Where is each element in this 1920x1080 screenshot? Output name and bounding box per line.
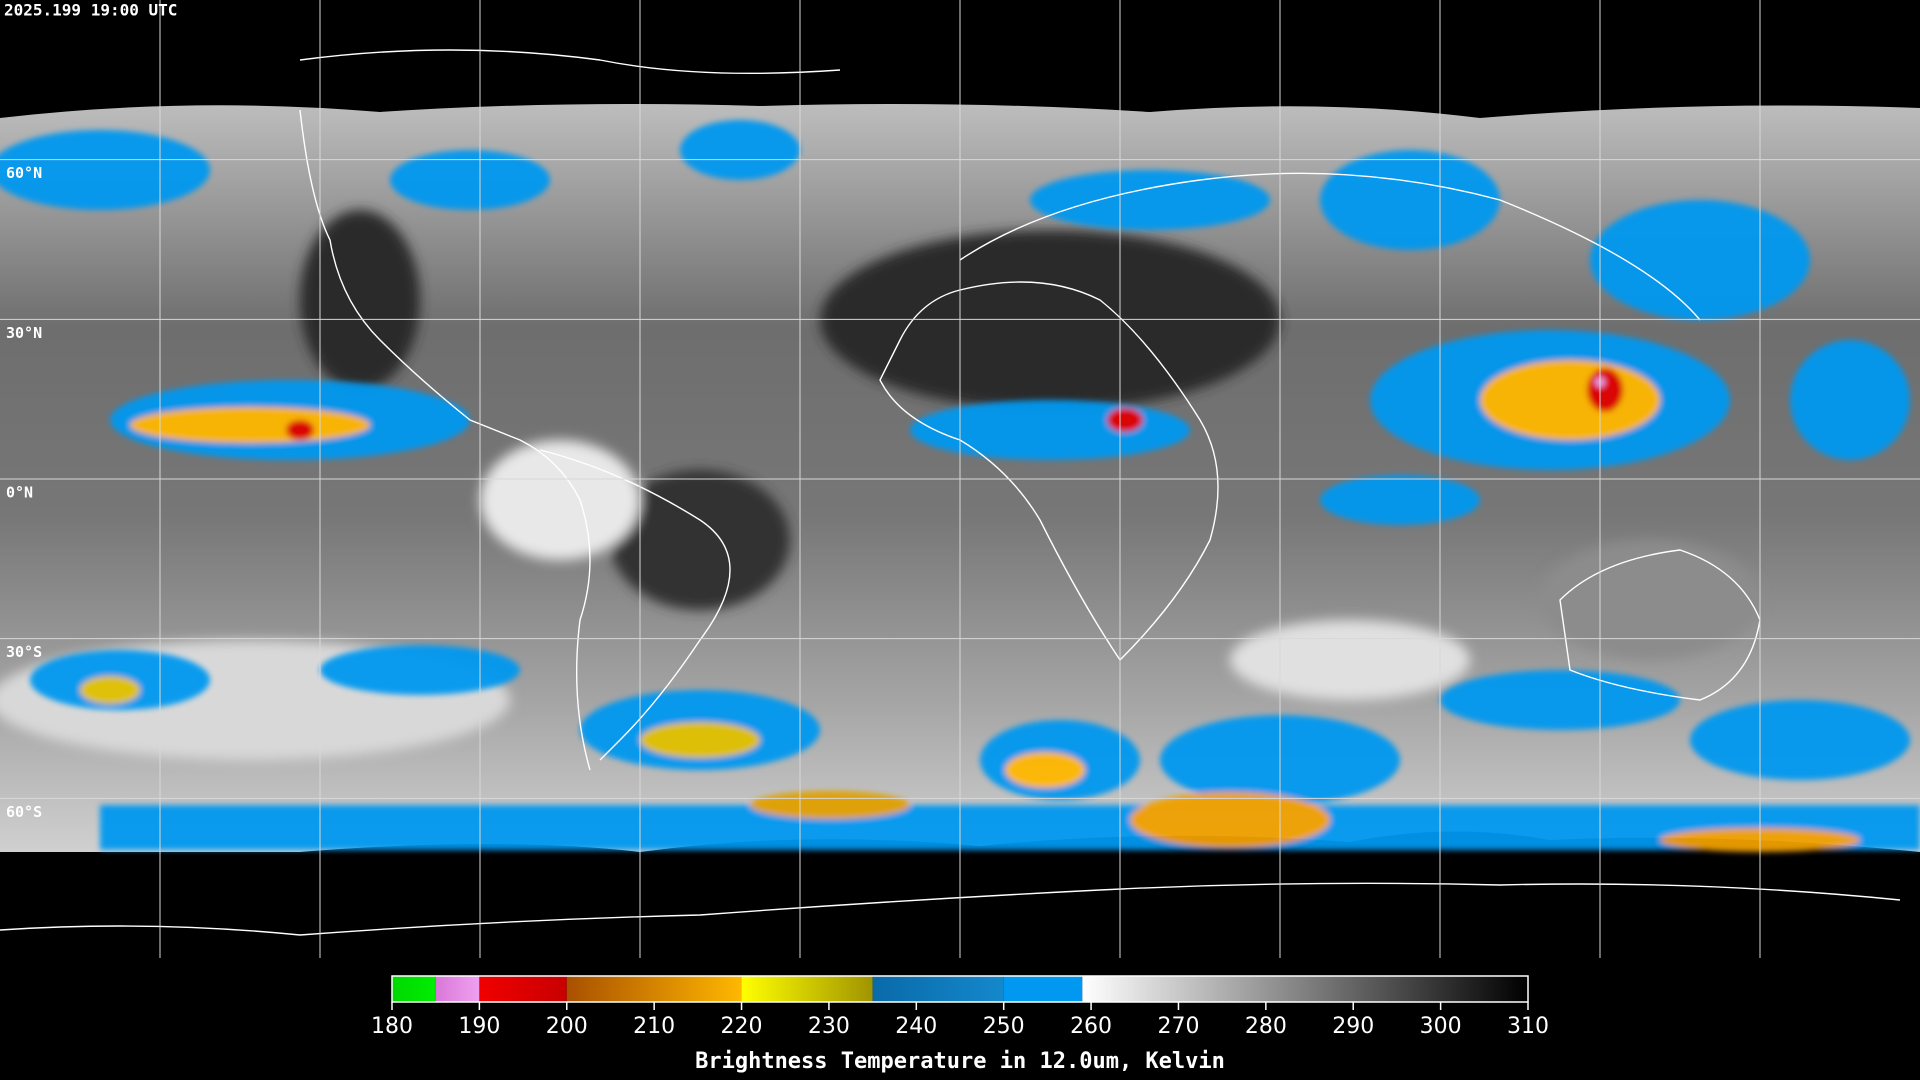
latitude-label: 30°N: [6, 324, 42, 342]
latitude-label: 30°S: [6, 643, 42, 661]
colorbar-tick-label: 300: [1420, 1014, 1462, 1039]
colorbar-tick-label: 310: [1507, 1014, 1549, 1039]
latitude-label: 60°S: [6, 803, 42, 821]
colorbar-segment: [435, 976, 480, 1002]
colorbar-frame: [391, 975, 1529, 1003]
latitude-label: 60°N: [6, 164, 42, 182]
colorbar-tick-label: 280: [1245, 1014, 1287, 1039]
colorbar-segment: [1082, 976, 1528, 1002]
colorbar-tick-label: 180: [371, 1014, 413, 1039]
colorbar-tick-label: 290: [1332, 1014, 1374, 1039]
colorbar-tick-label: 220: [721, 1014, 763, 1039]
colorbar-tick-label: 240: [895, 1014, 937, 1039]
colorbar-tick-label: 190: [458, 1014, 500, 1039]
colorbar-tick-label: 260: [1070, 1014, 1112, 1039]
colorbar-tick-label: 200: [546, 1014, 588, 1039]
colorbar-tick-label: 210: [633, 1014, 675, 1039]
colorbar-segment: [479, 976, 567, 1002]
colorbar-segment: [741, 976, 873, 1002]
colorbar-tick-label: 270: [1157, 1014, 1199, 1039]
colorbar-segment: [1003, 976, 1083, 1002]
colorbar-segment: [566, 976, 742, 1002]
coastlines: [0, 49, 1901, 936]
colorbar-tick-label: 250: [983, 1014, 1025, 1039]
timestamp: 2025.199 19:00 UTC: [4, 1, 177, 20]
colorbar-segment: [392, 976, 436, 1002]
colorbar-tick-label: 230: [808, 1014, 850, 1039]
colorbar-segment: [872, 976, 1004, 1002]
colorbar-title: Brightness Temperature in 12.0um, Kelvin: [695, 1049, 1225, 1074]
latitude-label: 0°N: [6, 484, 33, 502]
